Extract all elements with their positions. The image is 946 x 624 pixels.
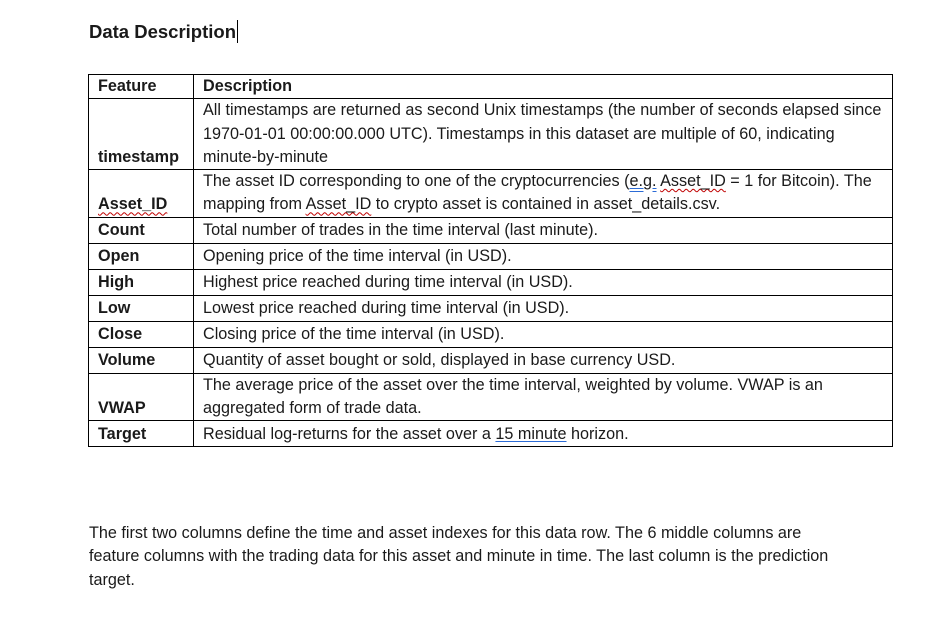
text-cursor [237,20,239,43]
feature-text: Asset_ID [98,195,168,214]
desc-text: to crypto asset is contained in asset_de… [371,195,721,214]
table-header-row: Feature Description [88,73,893,100]
description-cell: Residual log-returns for the asset over … [193,420,893,448]
feature-cell: High [88,268,194,296]
description-cell: All timestamps are returned as second Un… [193,98,893,171]
table-row-target: Target Residual log-returns for the asse… [88,420,893,448]
header-feature: Feature [88,73,194,100]
desc-text-asset-id: Asset_ID [305,195,372,214]
table-row-count: Count Total number of trades in the time… [88,216,893,244]
feature-cell: Volume [88,346,194,374]
table-row-volume: Volume Quantity of asset bought or sold,… [88,346,893,374]
header-description: Description [193,73,893,100]
feature-cell: VWAP [88,372,194,422]
description-cell: Total number of trades in the time inter… [193,216,893,244]
desc-text: = 1 for Bitcoin). The mapping from [203,172,872,214]
feature-cell: Low [88,294,194,322]
description-cell: Closing price of the time interval (in U… [193,320,893,348]
description-cell: Quantity of asset bought or sold, displa… [193,346,893,374]
table-row-open: Open Opening price of the time interval … [88,242,893,270]
desc-text: The asset ID corresponding to one of the… [203,172,630,191]
desc-text-15-minute: 15 minute [495,425,567,444]
feature-cell: timestamp [88,98,194,171]
desc-text: horizon. [566,425,629,444]
title-text: Data Description [89,21,237,42]
table-row-vwap: VWAP The average price of the asset over… [88,372,893,422]
feature-cell: Count [88,216,194,244]
table-row-timestamp: timestamp All timestamps are returned as… [88,98,893,171]
description-cell: The asset ID corresponding to one of the… [193,169,893,218]
table-row-asset-id: Asset_ID The asset ID corresponding to o… [88,169,893,218]
description-cell: Lowest price reached during time interva… [193,294,893,322]
desc-text-eg: e.g. [629,172,657,191]
table-row-low: Low Lowest price reached during time int… [88,294,893,322]
feature-cell: Close [88,320,194,348]
description-cell: Opening price of the time interval (in U… [193,242,893,270]
description-cell: Highest price reached during time interv… [193,268,893,296]
description-cell: The average price of the asset over the … [193,372,893,422]
feature-cell: Asset_ID [88,169,194,218]
table-row-close: Close Closing price of the time interval… [88,320,893,348]
desc-text: Residual log-returns for the asset over … [203,425,496,444]
document-title: Data Description [89,20,239,44]
data-description-table: Feature Description timestamp All timest… [88,73,893,448]
feature-cell: Target [88,420,194,448]
table-row-high: High Highest price reached during time i… [88,268,893,296]
desc-text-asset-id: Asset_ID [660,172,726,191]
feature-cell: Open [88,242,194,270]
closing-paragraph: The first two columns define the time an… [89,524,829,589]
